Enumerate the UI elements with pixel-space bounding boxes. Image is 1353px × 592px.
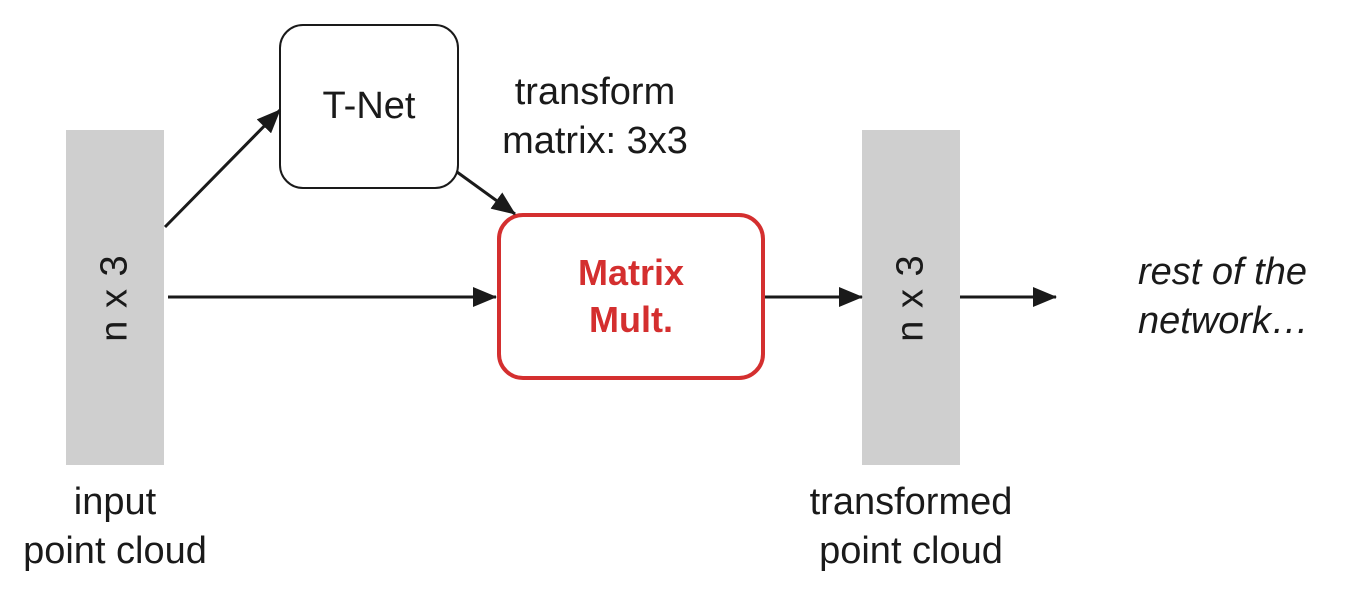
arrow-tnet-to-matmul [456,170,516,216]
rest-of-network-label: rest of the network… [1138,248,1350,347]
tnet-box: T-Net [279,24,459,189]
transformed-caption: transformed point cloud [780,478,1042,577]
matrix-mult-line1: Matrix [577,251,685,293]
rest-line1: rest of the [1138,251,1307,293]
input-caption-line2: point cloud [23,530,207,573]
matrix-mult-box: Matrix Mult. [497,213,765,380]
tnet-label: T-Net [322,85,416,127]
transform-label-line1: transform [514,71,676,113]
input-caption: input point cloud [0,478,230,577]
input-caption-line1: input [73,481,157,523]
transformed-point-cloud-bar: n x 3 [862,130,960,465]
transformed-caption-line1: transformed [809,481,1013,523]
rest-line2: network… [1138,300,1310,343]
input-point-cloud-bar: n x 3 [66,130,164,465]
matrix-mult-line2: Mult. [589,298,673,340]
transform-label-line2: matrix: 3x3 [502,120,688,163]
transformed-caption-line2: point cloud [819,530,1003,573]
arrow-input-to-tnet [163,108,282,229]
transform-matrix-label: transform matrix: 3x3 [475,68,715,167]
